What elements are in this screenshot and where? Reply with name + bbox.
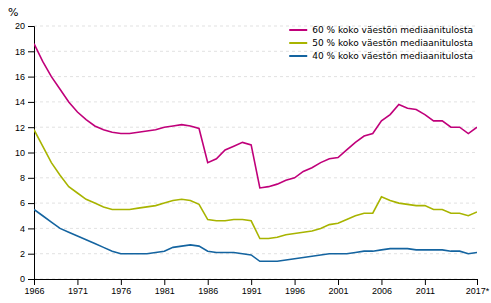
y-tick: 10	[15, 148, 34, 158]
x-tick: 1966	[24, 279, 44, 296]
x-tick-mark	[121, 279, 122, 285]
legend: 60 % koko väestön mediaanitulosta 50 % ko…	[289, 25, 473, 61]
x-tick: 2017*	[466, 279, 490, 296]
grid-line	[34, 152, 477, 153]
x-tick-mark	[295, 279, 296, 285]
y-tick-label: 12	[15, 123, 25, 133]
legend-label: 60 % koko väestön mediaanitulosta	[312, 25, 473, 35]
y-tick: 8	[20, 173, 34, 183]
x-tick: 1996	[285, 279, 305, 296]
y-tick: 6	[20, 198, 34, 208]
y-tick-mark	[28, 203, 34, 204]
x-tick: 1986	[198, 279, 218, 296]
legend-item: 50 % koko väestön mediaanitulosta	[289, 38, 473, 48]
x-tick-label: 1986	[198, 286, 218, 296]
legend-swatch	[289, 55, 307, 57]
x-tick: 1976	[111, 279, 131, 296]
x-tick-label: 2006	[372, 286, 392, 296]
y-tick-mark	[28, 51, 34, 52]
x-tick-label: 2001	[329, 286, 349, 296]
y-tick: 2	[20, 249, 34, 259]
y-tick-label: 2	[20, 249, 25, 259]
x-axis-line	[35, 280, 478, 286]
legend-swatch	[289, 29, 307, 31]
grid-line	[34, 203, 477, 204]
x-tick-mark	[208, 279, 209, 285]
x-tick: 2001	[329, 279, 349, 296]
grid	[34, 26, 477, 279]
x-tick-label: 1971	[68, 286, 88, 296]
legend-label: 40 % koko väestön mediaanitulosta	[312, 51, 473, 61]
y-tick-mark	[28, 254, 34, 255]
y-axis-label: %	[8, 6, 18, 19]
y-tick-mark	[28, 279, 34, 280]
x-tick: 1971	[68, 279, 88, 296]
y-tick: 18	[15, 47, 34, 57]
x-tick-mark	[251, 279, 252, 285]
lines	[34, 44, 477, 262]
y-tick-label: 0	[20, 274, 25, 284]
x-tick-label: 1976	[111, 286, 131, 296]
y-tick: 16	[15, 72, 34, 82]
y-tick-mark	[28, 26, 34, 27]
x-tick-mark	[425, 279, 426, 285]
y-tick-label: 10	[15, 148, 25, 158]
grid-line	[34, 253, 477, 254]
grid-line	[34, 177, 477, 178]
y-tick-mark	[28, 153, 34, 154]
plot: 1966197119761981198619911996200120062011…	[15, 21, 490, 296]
series-line	[34, 209, 477, 261]
y-tick-mark	[28, 178, 34, 179]
y-tick-mark	[28, 127, 34, 128]
x-tick-label: 1966	[24, 286, 44, 296]
x-tick-mark	[164, 279, 165, 285]
x-tick-mark	[338, 279, 339, 285]
y-tick-label: 14	[15, 97, 25, 107]
x-tick: 2006	[372, 279, 392, 296]
x-tick-label: 1996	[285, 286, 305, 296]
x-tick: 1981	[155, 279, 175, 296]
y-tick-label: 20	[15, 21, 25, 31]
legend-item: 60 % koko väestön mediaanitulosta	[289, 25, 473, 35]
y-tick-label: 18	[15, 47, 25, 57]
series-line	[34, 130, 477, 239]
y-tick-mark	[28, 102, 34, 103]
x-tick-label: 1981	[155, 286, 175, 296]
y-tick-label: 6	[20, 198, 25, 208]
x-tick-mark	[77, 279, 78, 285]
x-tick-label: 2017*	[466, 286, 490, 296]
legend-swatch	[289, 42, 307, 44]
y-tick-label: 8	[20, 173, 25, 183]
grid-line	[34, 101, 477, 102]
x-tick-label: 2011	[416, 286, 435, 296]
y-tick: 20	[15, 21, 34, 31]
y-tick: 4	[20, 224, 34, 234]
y-tick: 0	[20, 274, 34, 284]
y-tick-mark	[28, 77, 34, 78]
y-tick-mark	[28, 228, 34, 229]
y-axis-line	[28, 27, 35, 280]
series-line	[34, 44, 477, 188]
x-tick-mark	[477, 279, 478, 285]
x-axis: 1966 1971 1976 1981 1986 1991 1996 2001 2006 2011…	[24, 279, 489, 296]
y-tick-label: 16	[15, 72, 25, 82]
grid-line	[34, 76, 477, 77]
y-tick: 14	[15, 97, 34, 107]
x-tick: 1991	[242, 279, 262, 296]
y-tick: 12	[15, 123, 34, 133]
legend-item: 40 % koko väestön mediaanitulosta	[289, 51, 473, 61]
legend-label: 50 % koko väestön mediaanitulosta	[312, 38, 473, 48]
x-tick-label: 1991	[242, 286, 262, 296]
x-tick-mark	[381, 279, 382, 285]
x-tick: 2011	[416, 279, 435, 296]
chart: 1966197119761981198619911996200120062011…	[0, 0, 491, 303]
y-tick-label: 4	[20, 224, 25, 234]
y-axis: 0 2 4 6 8 10 12 14 16 18 20	[15, 21, 35, 284]
